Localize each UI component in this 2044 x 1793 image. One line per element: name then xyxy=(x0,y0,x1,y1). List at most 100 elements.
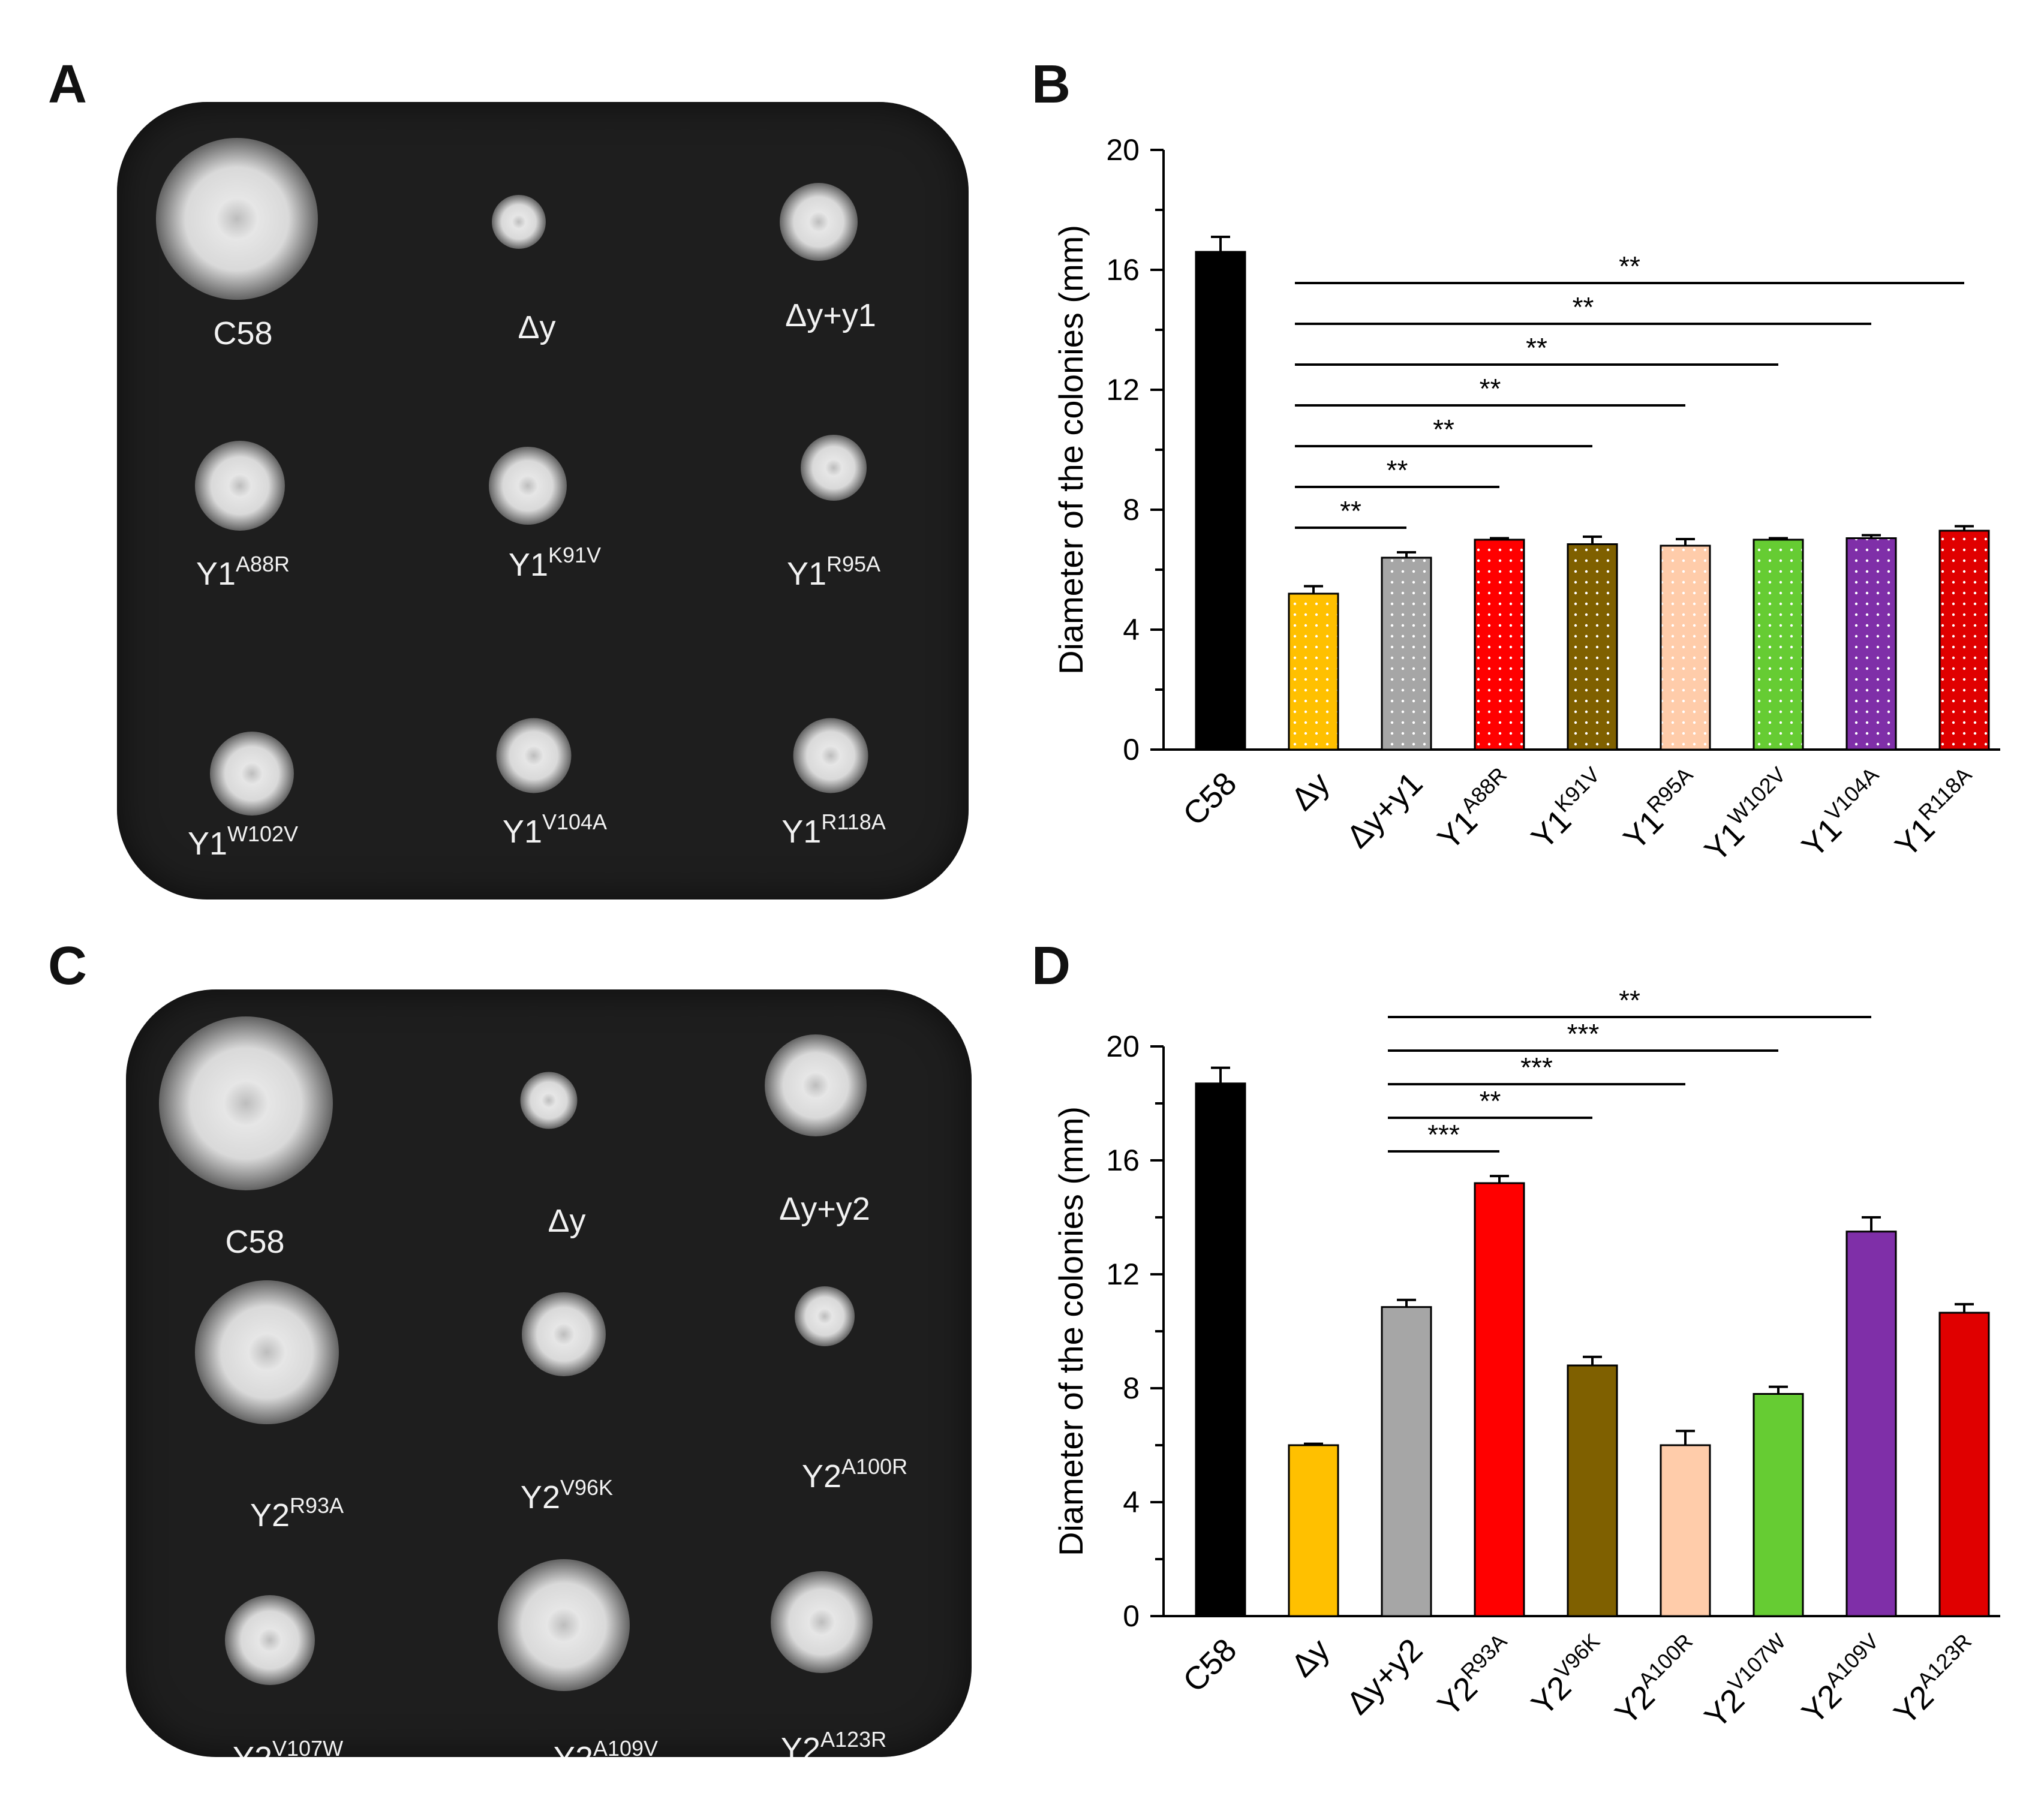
x-tick-label: Y1R95A xyxy=(1614,762,1709,857)
bar xyxy=(1753,538,1804,751)
bar xyxy=(1660,1444,1711,1617)
x-tick-label: Y1R118A xyxy=(1885,762,1987,864)
significance-label: ** xyxy=(1619,251,1640,282)
y-tick-label: 16 xyxy=(1106,253,1140,287)
bar xyxy=(1660,544,1711,751)
x-tick-label-base: C58 xyxy=(1176,1632,1243,1699)
x-tick-label-sup: A123R xyxy=(1912,1629,1976,1693)
significance-label: *** xyxy=(1520,1052,1553,1083)
x-tick-label: Y2V107W xyxy=(1695,1629,1802,1735)
plate-label-base: Δy xyxy=(548,1203,586,1239)
significance-label: ** xyxy=(1340,495,1361,527)
bar xyxy=(1845,1231,1897,1617)
bar xyxy=(1195,1082,1246,1617)
y-axis-label: Diameter of the colonies (mm) xyxy=(1052,1106,1090,1556)
plate-label: Δy+y2 xyxy=(779,1190,870,1228)
bar xyxy=(1938,530,1990,751)
colony-spot xyxy=(765,1034,867,1136)
x-tick-label-sup: V104A xyxy=(1820,762,1883,825)
x-tick-label: Δy xyxy=(1284,1632,1336,1684)
plate-label-base: Δy xyxy=(518,309,556,345)
plate-label: Y1A88R xyxy=(196,552,290,592)
panel-letter-c: C xyxy=(48,936,87,996)
significance-label: *** xyxy=(1427,1119,1460,1150)
x-tick-label: Δy+y2 xyxy=(1340,1632,1430,1722)
x-tick-label-base: C58 xyxy=(1176,765,1243,832)
significance-label: ** xyxy=(1387,455,1408,486)
bar xyxy=(1288,592,1339,751)
y-tick-label: 12 xyxy=(1106,373,1140,407)
bar xyxy=(1753,1393,1804,1617)
plate-label: C58 xyxy=(213,315,272,352)
plate-label-sup: V107W xyxy=(272,1736,344,1757)
x-tick-label: Y1A88R xyxy=(1428,762,1523,857)
plate-label-base: Y1 xyxy=(187,826,227,862)
plate-label: Y2A123R xyxy=(781,1727,886,1757)
plate-label: Y2V96K xyxy=(521,1475,613,1516)
x-tick-label-sup: R95A xyxy=(1642,762,1697,818)
x-tick-label: Y1K91V xyxy=(1522,762,1615,856)
panel-letter-b: B xyxy=(1032,55,1071,115)
significance-label: ** xyxy=(1480,1085,1501,1117)
bar xyxy=(1381,1306,1432,1617)
plate-label-base: Y1 xyxy=(502,814,542,850)
x-tick-label: Y1W102V xyxy=(1695,762,1802,869)
plate-photo-a: C58 Δy Δy+y1 Y1A88R Y1K91V Y1R95A Y1W102V Y1V10… xyxy=(117,102,969,899)
plate-label: Y2R93A xyxy=(250,1493,344,1534)
y-axis-label: Diameter of the colonies (mm) xyxy=(1052,225,1090,675)
plate-label-base: C58 xyxy=(213,315,273,351)
plate-label-base: Y1 xyxy=(508,547,548,583)
significance-label: ** xyxy=(1480,373,1501,404)
bar-chart-d: 0 4 8 12 16 20 Diameter of the colonies (mm) C5… xyxy=(1052,985,2000,1735)
plate-label-sup: V104A xyxy=(542,810,608,834)
plate-photo-c: C58ΔyΔy+y2Y2R93AY2V96KY2A100RY2V107WY2A1… xyxy=(126,989,972,1757)
bar xyxy=(1845,537,1897,751)
y-tick-label: 8 xyxy=(1123,493,1140,527)
significance-label: ** xyxy=(1526,332,1547,363)
plate-label-base: Y2 xyxy=(801,1458,841,1494)
x-tick-label: Y1V104A xyxy=(1792,762,1895,865)
y-tick-label: 4 xyxy=(1123,1485,1140,1519)
x-tick-label: C58 xyxy=(1176,765,1243,832)
colony-spot xyxy=(496,718,572,793)
plate-label-base: Y1 xyxy=(781,814,822,850)
plate-label: Y1V104A xyxy=(503,810,607,850)
plate-label: Y1R118A xyxy=(781,810,885,850)
significance-label: ** xyxy=(1573,291,1594,323)
x-tick-label-sup: W102V xyxy=(1723,762,1790,829)
plate-label-sup: R95A xyxy=(826,552,881,576)
panel-letter-a: A xyxy=(48,55,87,115)
plate-label: C58 xyxy=(225,1223,284,1260)
plate-label: Y1R95A xyxy=(787,552,880,592)
plate-label-base: Y2 xyxy=(520,1479,560,1515)
x-tick-label-sup: A88R xyxy=(1456,762,1511,818)
colony-spot xyxy=(225,1595,315,1685)
bar xyxy=(1195,251,1246,751)
colony-spot xyxy=(489,447,567,525)
plate-label-base: Y2 xyxy=(250,1497,290,1533)
bar-chart-b: 0 4 8 12 16 20 Diameter of the colonies (mm) C5… xyxy=(1052,133,2000,869)
y-tick-label: 0 xyxy=(1123,733,1140,766)
x-tick-label-sup: A109V xyxy=(1820,1629,1883,1692)
plate-label: Y1K91V xyxy=(509,543,601,583)
plate-label-sup: V96K xyxy=(560,1475,614,1500)
x-tick-label: C58 xyxy=(1176,1632,1243,1699)
y-tick-label: 20 xyxy=(1106,1030,1140,1063)
colony-spot xyxy=(522,1292,606,1376)
x-tick-label: Y2V96K xyxy=(1522,1629,1615,1722)
plate-label-sup: R118A xyxy=(821,810,886,834)
x-tick-label: Y2A123R xyxy=(1884,1629,1988,1732)
y-tick-label: 16 xyxy=(1106,1144,1140,1177)
plate-label-base: Δy+y2 xyxy=(779,1191,870,1227)
plate-label-sup: K91V xyxy=(548,543,602,567)
x-tick-label-sup: A100R xyxy=(1633,1629,1697,1693)
significance-label: ** xyxy=(1619,985,1640,1016)
plate-label: Y2A109V xyxy=(554,1736,658,1757)
plate-label-sup: A100R xyxy=(841,1454,908,1479)
y-tick-label: 0 xyxy=(1123,1599,1140,1633)
plate-label-base: Y1 xyxy=(196,556,236,592)
colony-spot xyxy=(195,441,285,531)
x-tick-label-base: Δy xyxy=(1284,765,1336,817)
plate-label-sup: A109V xyxy=(593,1736,659,1757)
plate-label: Δy xyxy=(518,309,555,346)
